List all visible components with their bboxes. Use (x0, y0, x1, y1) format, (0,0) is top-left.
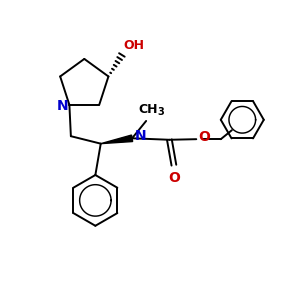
Polygon shape (101, 135, 133, 144)
Text: CH: CH (139, 103, 158, 116)
Text: O: O (168, 171, 180, 185)
Text: 3: 3 (157, 107, 164, 117)
Text: N: N (135, 129, 147, 143)
Text: N: N (57, 99, 69, 113)
Text: OH: OH (123, 39, 144, 52)
Text: O: O (198, 130, 210, 144)
